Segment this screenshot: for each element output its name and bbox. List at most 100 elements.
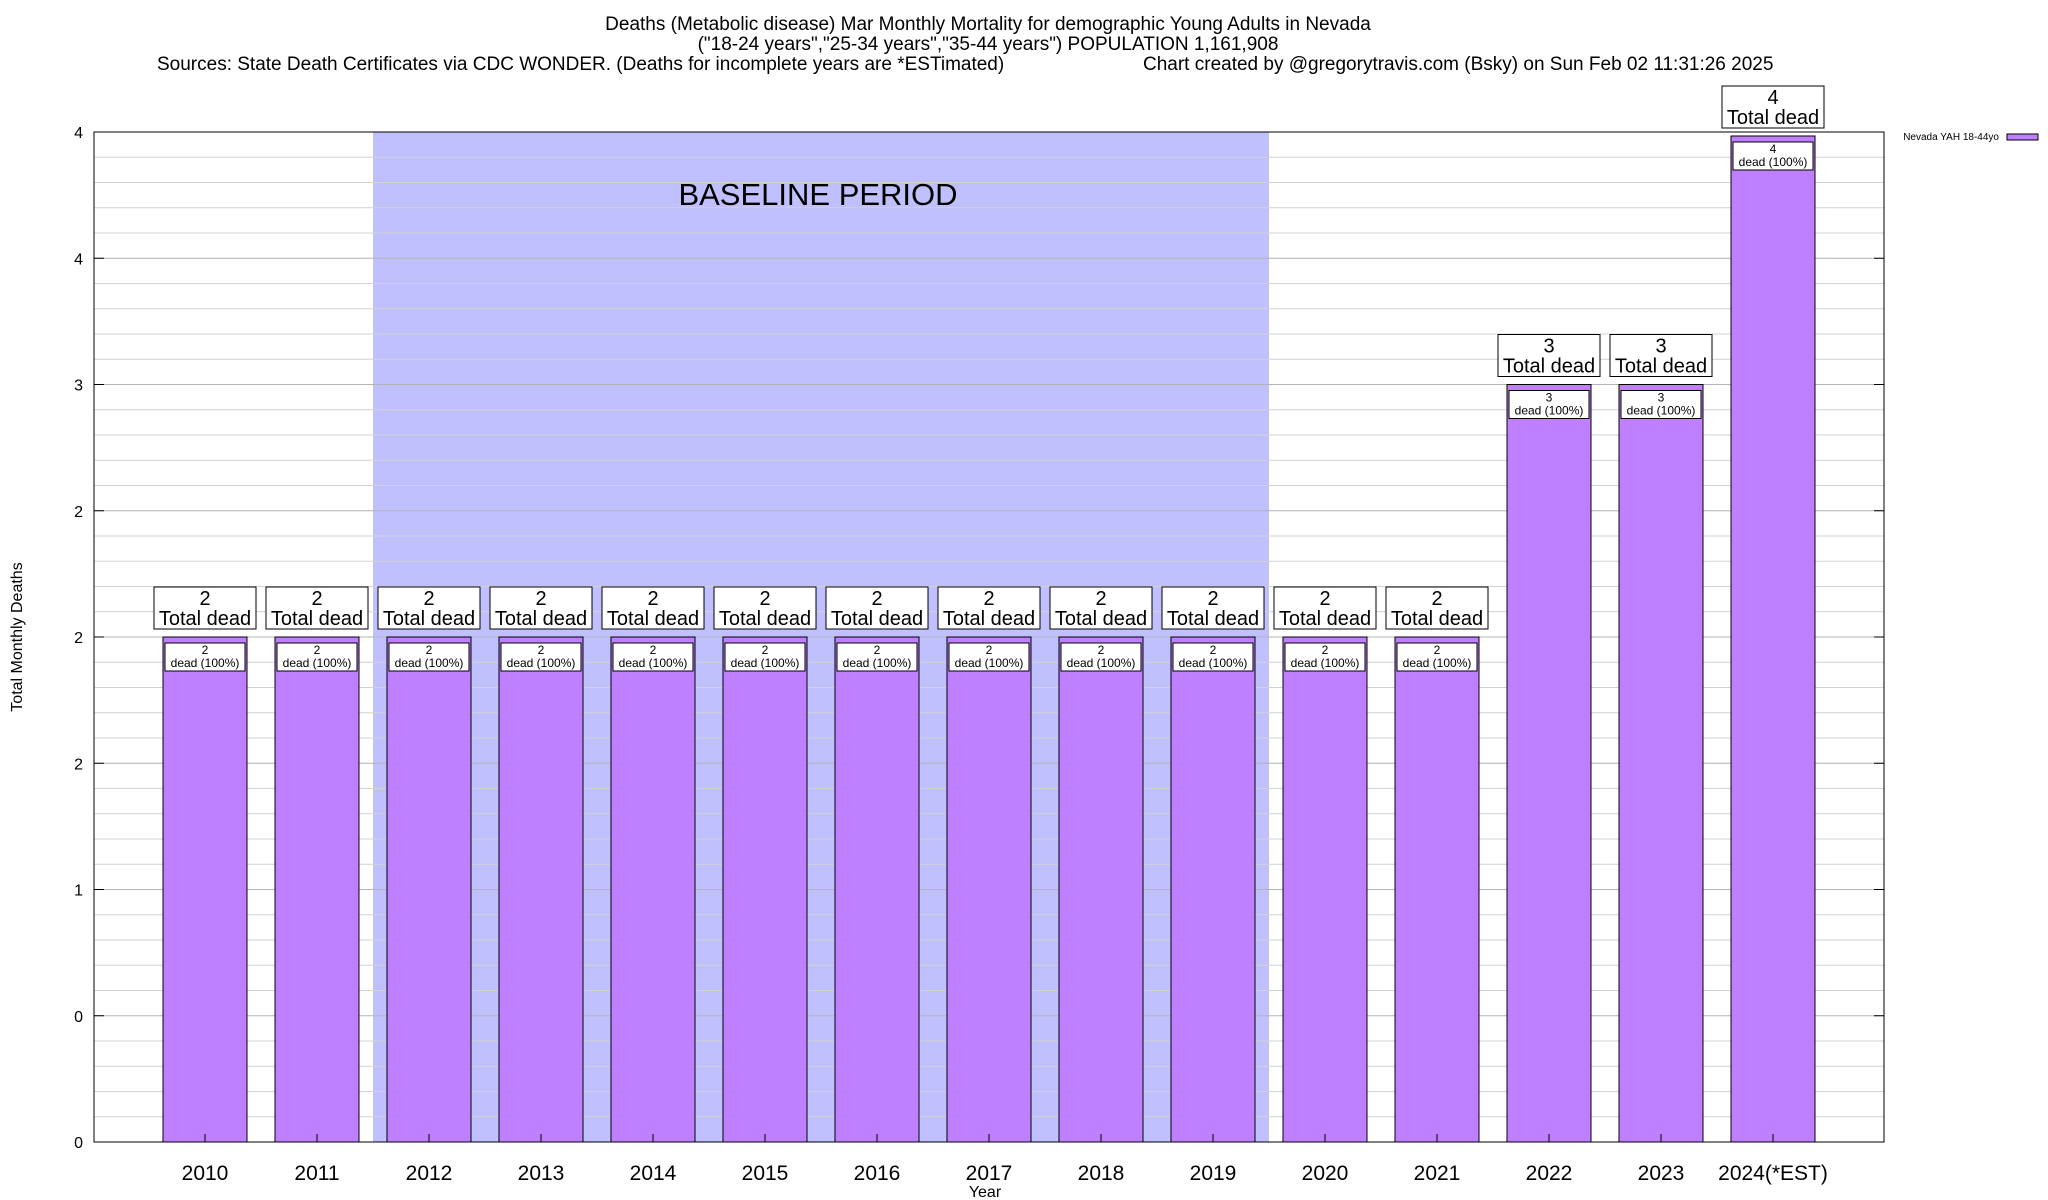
inner-label-caption: dead (100%)	[1403, 656, 1472, 670]
inner-label-box	[1732, 141, 1814, 171]
y-tick-label: 2	[74, 504, 83, 521]
total-label-caption: Total dead	[1615, 356, 1707, 378]
x-tick-label: 2015	[742, 1162, 789, 1185]
total-label-value: 2	[759, 588, 770, 610]
inner-label-box	[836, 642, 918, 672]
bar-2023	[1618, 384, 1704, 1143]
x-tick-label: 2018	[1078, 1162, 1125, 1185]
y-tick-label: 2	[74, 756, 83, 773]
inner-label-value: 2	[1210, 643, 1217, 657]
total-label-caption: Total dead	[719, 608, 811, 630]
inner-label-value: 4	[1770, 142, 1777, 156]
total-label-box	[1161, 586, 1265, 630]
bar-2021	[1394, 636, 1480, 1143]
total-label-caption: Total dead	[383, 608, 475, 630]
total-label-caption: Total dead	[943, 608, 1035, 630]
inner-label-caption: dead (100%)	[1739, 155, 1808, 169]
inner-label-caption: dead (100%)	[731, 656, 800, 670]
y-tick-label: 0	[74, 1135, 83, 1152]
total-label-box	[1273, 586, 1377, 630]
legend-swatch	[2006, 133, 2039, 141]
inner-label-box	[1508, 390, 1590, 419]
total-label-box	[1609, 334, 1713, 377]
total-label-value: 2	[1319, 588, 1330, 610]
bar-2013	[498, 636, 584, 1143]
bar-2017	[946, 636, 1032, 1143]
total-label-value: 2	[199, 588, 210, 610]
bar-2012	[386, 636, 472, 1143]
total-label-caption: Total dead	[1167, 608, 1259, 630]
inner-label-value: 2	[1434, 643, 1441, 657]
inner-label-caption: dead (100%)	[1515, 404, 1584, 418]
total-label-box	[489, 586, 593, 630]
x-tick-label: 2017	[966, 1162, 1013, 1185]
chart-subtitle: ("18-24 years","25-34 years","35-44 year…	[697, 34, 1279, 55]
legend-label: Nevada YAH 18-44yo	[1903, 132, 1999, 143]
bar-2015	[722, 636, 808, 1143]
inner-label-caption: dead (100%)	[1291, 656, 1360, 670]
bar-2010	[162, 636, 248, 1143]
inner-label-value: 2	[202, 643, 209, 657]
total-label-caption: Total dead	[495, 608, 587, 630]
x-tick-label: 2011	[294, 1162, 339, 1185]
total-label-value: 2	[1095, 588, 1106, 610]
inner-label-value: 2	[1098, 643, 1105, 657]
total-label-box	[377, 586, 481, 630]
inner-label-value: 2	[762, 643, 769, 657]
total-label-value: 2	[535, 588, 546, 610]
inner-label-value: 2	[986, 643, 993, 657]
total-label-caption: Total dead	[1727, 107, 1819, 129]
inner-label-caption: dead (100%)	[395, 656, 464, 670]
total-label-caption: Total dead	[607, 608, 699, 630]
total-label-caption: Total dead	[1503, 356, 1595, 378]
bar-2011	[274, 636, 360, 1143]
total-label-box	[937, 586, 1041, 630]
bar-2019	[1170, 636, 1256, 1143]
x-tick-label: 2023	[1638, 1162, 1685, 1185]
inner-label-box	[1284, 642, 1366, 672]
total-label-box	[825, 586, 929, 630]
inner-label-box	[724, 642, 806, 672]
total-label-value: 2	[311, 588, 322, 610]
inner-label-caption: dead (100%)	[1067, 656, 1136, 670]
bar-2022	[1506, 384, 1592, 1143]
total-label-value: 2	[871, 588, 882, 610]
x-tick-label: 2016	[854, 1162, 901, 1185]
total-label-value: 2	[983, 588, 994, 610]
x-axis-label: Year	[969, 1184, 1002, 1200]
bar-2024(*EST)	[1730, 135, 1816, 1143]
inner-label-value: 2	[538, 643, 545, 657]
total-label-box	[1721, 85, 1825, 129]
total-label-caption: Total dead	[1055, 608, 1147, 630]
x-tick-label: 2022	[1526, 1162, 1573, 1185]
bar-2014	[610, 636, 696, 1143]
total-label-caption: Total dead	[1279, 608, 1371, 630]
inner-label-caption: dead (100%)	[955, 656, 1024, 670]
total-label-box	[1049, 586, 1153, 630]
total-label-value: 2	[647, 588, 658, 610]
y-axis-label: Total Monthly Deaths	[9, 562, 26, 711]
inner-label-box	[388, 642, 470, 672]
inner-label-value: 2	[314, 643, 321, 657]
inner-label-value: 2	[650, 643, 657, 657]
y-tick-label: 4	[74, 125, 83, 142]
inner-label-box	[164, 642, 246, 672]
total-label-value: 4	[1767, 87, 1778, 109]
inner-label-box	[948, 642, 1030, 672]
x-tick-label: 2014	[630, 1162, 677, 1185]
x-tick-label: 2020	[1302, 1162, 1349, 1185]
inner-label-caption: dead (100%)	[619, 656, 688, 670]
inner-label-box	[1620, 390, 1702, 419]
y-tick-label: 3	[74, 378, 83, 395]
total-label-box	[1385, 586, 1489, 630]
chart-credit: Chart created by @gregorytravis.com (Bsk…	[1143, 54, 1774, 75]
inner-label-caption: dead (100%)	[283, 656, 352, 670]
inner-label-value: 2	[426, 643, 433, 657]
inner-label-box	[612, 642, 694, 672]
inner-label-box	[1396, 642, 1478, 672]
x-tick-label: 2021	[1414, 1162, 1461, 1185]
total-label-caption: Total dead	[271, 608, 363, 630]
inner-label-caption: dead (100%)	[843, 656, 912, 670]
inner-label-value: 2	[874, 643, 881, 657]
y-tick-label: 1	[74, 883, 83, 900]
